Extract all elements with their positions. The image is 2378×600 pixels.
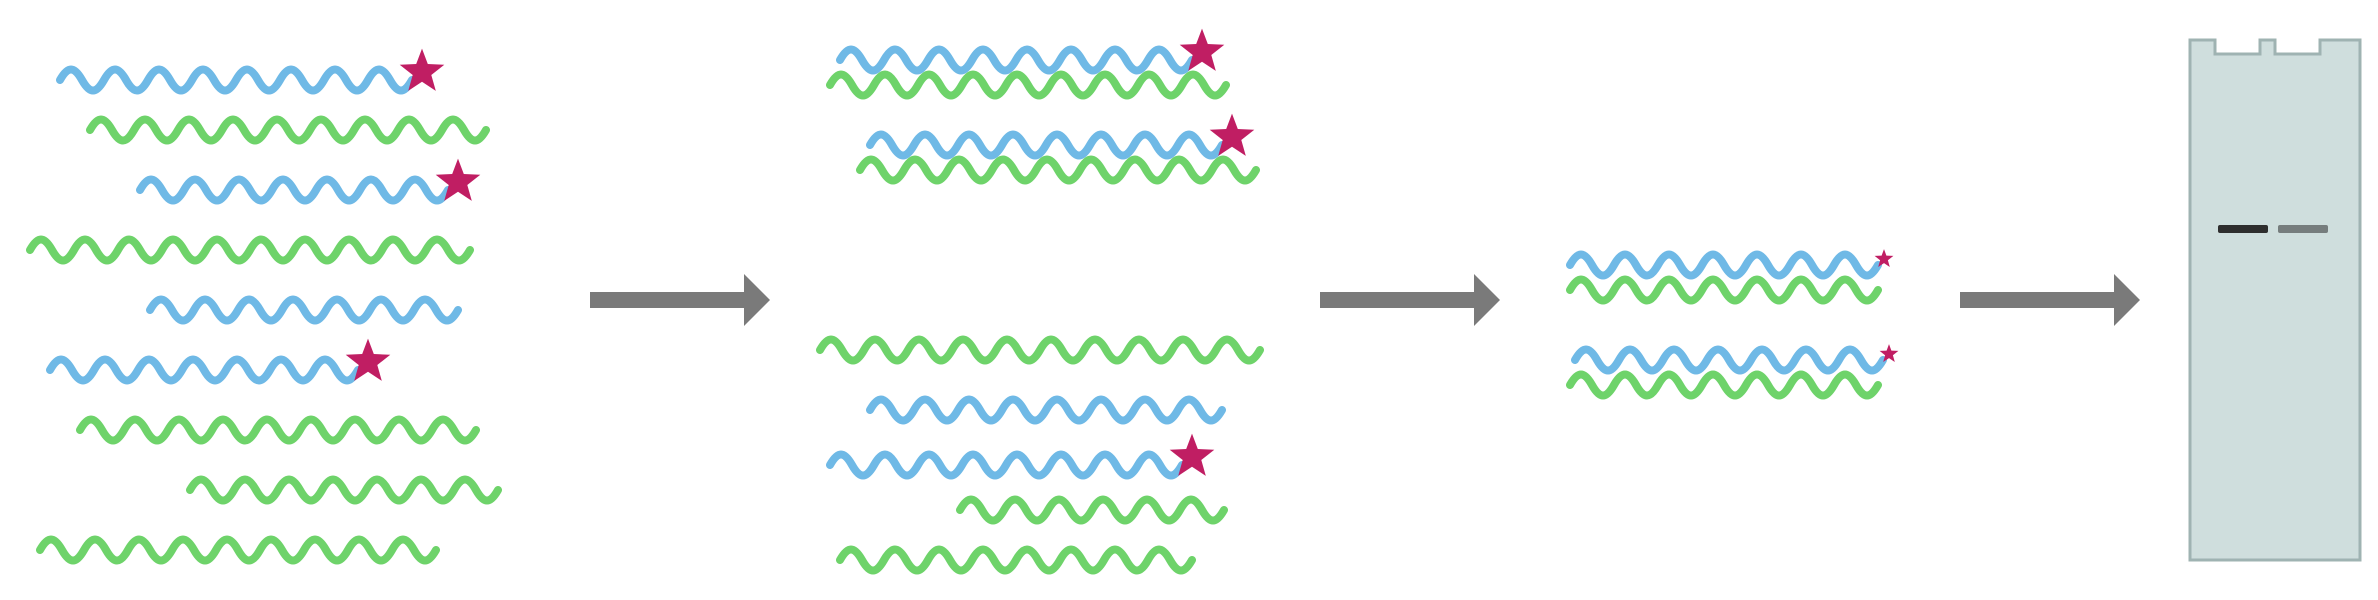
gel-band (2278, 225, 2328, 233)
green-strand (30, 240, 470, 261)
blue-strand (140, 180, 448, 201)
green-strand (1570, 280, 1878, 301)
blue-strand (870, 135, 1222, 156)
blue-strand (870, 400, 1222, 421)
gel-slab (2190, 40, 2360, 560)
step-arrow-icon (1960, 274, 2140, 326)
green-strand (90, 120, 486, 141)
gel-band (2218, 225, 2268, 233)
step-arrow-icon (590, 274, 770, 326)
blue-strand (1575, 350, 1883, 371)
hybridization-workflow-diagram (0, 0, 2378, 600)
panel-mixed-strands (30, 49, 498, 561)
blue-strand (50, 360, 358, 381)
green-strand (1570, 375, 1878, 396)
green-strand (960, 500, 1224, 521)
panel-purified-duplexes (1570, 249, 1898, 395)
blue-strand (840, 50, 1192, 71)
green-strand (40, 540, 436, 561)
green-strand (80, 420, 476, 441)
blue-strand (1570, 255, 1878, 276)
panel-hybridized-and-excess (820, 29, 1260, 571)
step-arrow-icon (1320, 274, 1500, 326)
green-strand (860, 160, 1256, 181)
gel-electrophoresis (2190, 40, 2360, 560)
blue-strand (150, 300, 458, 321)
green-strand (830, 75, 1226, 96)
blue-strand (830, 455, 1182, 476)
green-strand (840, 550, 1192, 571)
green-strand (190, 480, 498, 501)
green-strand (820, 340, 1260, 361)
blue-strand (60, 70, 412, 91)
